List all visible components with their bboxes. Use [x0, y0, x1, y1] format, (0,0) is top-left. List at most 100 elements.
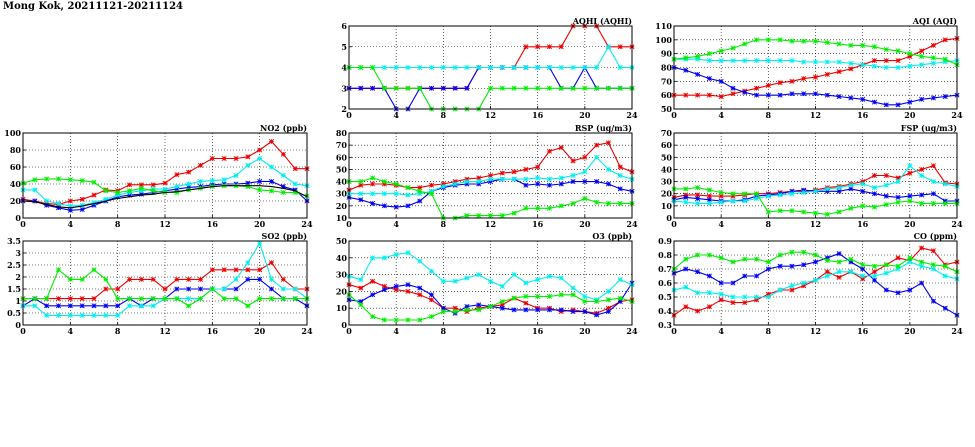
series-line-cyan [349, 45, 632, 69]
y-tick-label: 4 [341, 63, 347, 73]
data-point-cyan [706, 200, 712, 206]
data-point-blue [706, 76, 712, 82]
data-point-blue [103, 303, 109, 309]
data-point-red [233, 267, 239, 273]
so2-chart: 0 4 8 12 16 20 24 0 0.5 1 1.5 2 2.5 3 3.5 SO2 (ppb) [7, 231, 313, 336]
data-point-green [582, 298, 588, 304]
y-tick-label: 3.5 [7, 236, 21, 246]
y-tick-label: 30 [336, 270, 348, 280]
data-point-green [405, 185, 411, 191]
x-tick-label: 4 [718, 219, 724, 229]
data-point-cyan [209, 178, 215, 184]
data-point-cyan [245, 162, 251, 168]
data-point-cyan [67, 312, 73, 318]
data-point-green [730, 259, 736, 265]
data-point-blue [777, 263, 783, 269]
data-point-green [126, 296, 133, 302]
data-point-blue [742, 89, 748, 95]
data-point-cyan [942, 181, 948, 187]
y-tick-label: 60 [661, 90, 673, 100]
data-point-blue [268, 178, 275, 184]
data-point-blue [546, 307, 552, 313]
data-point-green [730, 191, 736, 197]
data-point-green [848, 42, 854, 48]
y-tick-label: 3 [341, 83, 347, 93]
data-point-red [174, 172, 180, 178]
data-point-green [67, 276, 73, 282]
x-tick-label: 4 [718, 326, 724, 336]
data-point-cyan [464, 64, 470, 71]
data-point-cyan [801, 189, 807, 196]
data-point-green [836, 41, 842, 47]
data-point-green [546, 85, 552, 91]
data-point-red [115, 286, 121, 292]
data-point-green [268, 188, 275, 194]
data-point-cyan [174, 184, 180, 190]
data-point-cyan [777, 287, 783, 293]
data-point-cyan [718, 199, 724, 205]
data-point-red [150, 276, 156, 282]
data-point-green [930, 55, 936, 61]
data-point-blue [67, 207, 73, 213]
chart-title: NO2 (ppb) [260, 123, 307, 133]
y-tick-label: 0.3 [658, 320, 672, 330]
x-tick-label: 12 [810, 219, 821, 229]
y-tick-label: 0 [341, 320, 347, 330]
data-point-green [91, 267, 97, 273]
data-point-green [801, 209, 807, 215]
data-point-red [594, 142, 600, 148]
data-point-red [730, 91, 736, 97]
data-point-cyan [464, 275, 470, 281]
data-point-green [777, 252, 783, 258]
data-point-red [440, 181, 446, 187]
x-tick-label: 24 [951, 326, 963, 336]
data-point-cyan [358, 277, 364, 283]
data-point-blue [405, 282, 411, 288]
data-point-green [476, 213, 482, 219]
y-tick-label: 20 [661, 189, 673, 199]
data-point-blue [370, 85, 376, 91]
data-point-red [268, 260, 275, 266]
data-point-cyan [765, 294, 771, 300]
x-tick-label: 24 [951, 110, 963, 120]
data-point-red [801, 76, 807, 82]
data-point-green [257, 296, 263, 302]
data-point-cyan [683, 284, 689, 290]
data-point-red [280, 151, 286, 157]
data-point-red [138, 182, 144, 188]
data-point-blue [79, 206, 85, 213]
y-tick-label: 0.6 [658, 278, 672, 288]
data-point-cyan [115, 192, 121, 198]
data-point-green [594, 85, 600, 91]
data-point-red [742, 300, 748, 306]
data-point-blue [233, 286, 239, 292]
data-point-red [268, 138, 275, 145]
data-point-cyan [883, 270, 889, 276]
data-point-red [67, 296, 73, 302]
data-point-red [464, 176, 470, 182]
y-tick-label: 40 [10, 179, 22, 189]
data-point-green [605, 200, 611, 206]
data-point-blue [55, 205, 62, 211]
data-point-cyan [535, 175, 541, 181]
data-point-cyan [523, 280, 529, 286]
chart-title: RSP (ug/m3) [575, 123, 632, 133]
data-point-blue [907, 193, 913, 199]
data-point-blue [871, 99, 877, 105]
data-point-blue [848, 186, 854, 192]
data-point-green [824, 258, 830, 264]
data-point-green [523, 293, 529, 299]
data-point-green [706, 187, 712, 193]
data-point-red [777, 80, 783, 86]
data-point-red [730, 300, 736, 306]
data-point-blue [393, 283, 399, 289]
data-point-red [476, 175, 482, 181]
data-point-green [617, 295, 623, 301]
y-tick-label: 2.5 [7, 260, 21, 270]
data-point-green [67, 177, 73, 183]
data-point-cyan [257, 155, 263, 162]
data-point-blue [523, 307, 529, 313]
data-point-red [895, 255, 901, 261]
y-tick-label: 50 [336, 164, 348, 174]
